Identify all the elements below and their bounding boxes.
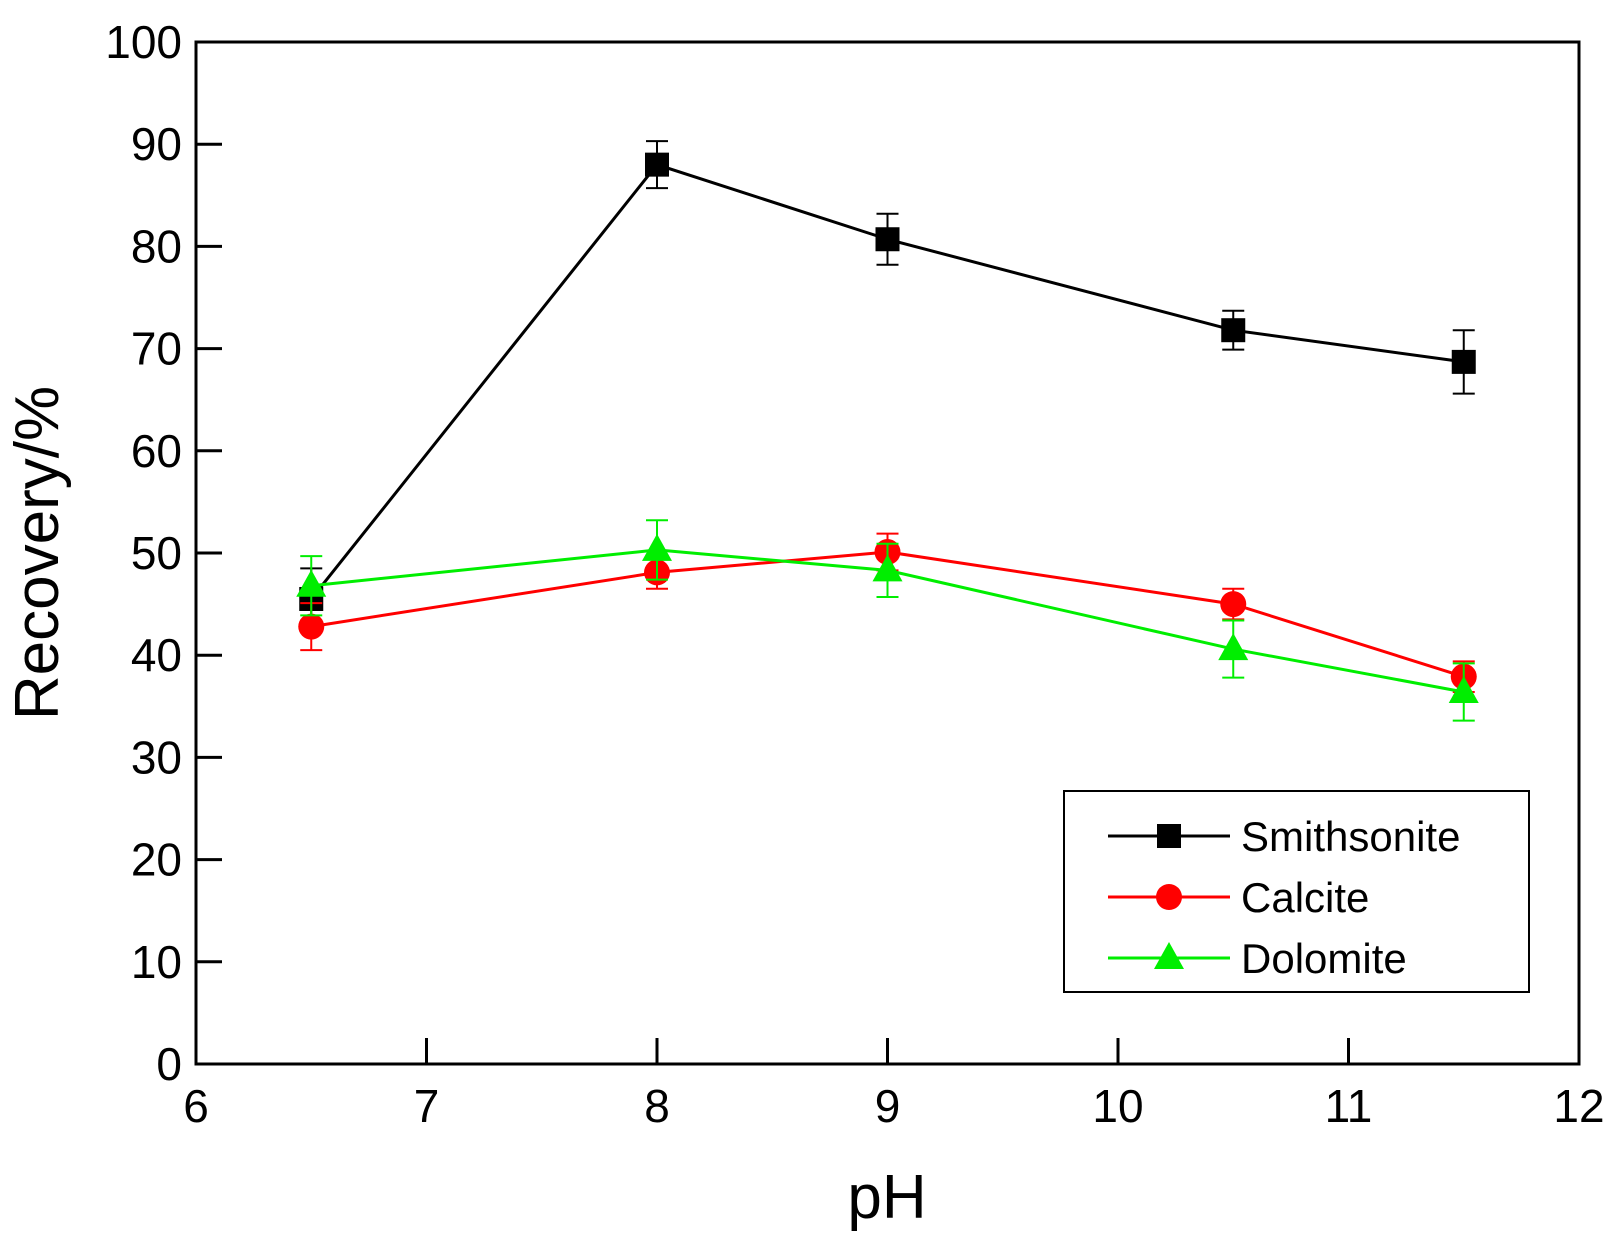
series-dolomite [296,519,1479,722]
y-tick-label: 30 [131,731,182,783]
y-axis-title: Recovery/% [3,386,72,720]
y-tick-label: 10 [131,936,182,988]
y-tick-label: 80 [131,220,182,272]
data-point-dolomite [296,569,327,597]
data-point-smithsonite [645,152,669,177]
legend-items: Smithsonite Calcite Dolomite [1108,813,1460,982]
x-tick-label: 12 [1553,1080,1604,1132]
data-point-smithsonite [1451,349,1476,374]
axes-layer: 6 7 8 9 10 11 12 0 10 20 30 40 50 60 70 80 90 100 [105,16,1604,1132]
y-tick-label: 0 [156,1038,182,1090]
x-tick-label: 6 [183,1080,209,1132]
x-tick-label: 11 [1325,1080,1373,1132]
data-point-dolomite [1448,675,1479,703]
legend-marker-calcite [1156,884,1182,910]
y-tick-label: 70 [131,323,182,375]
y-tick-label: 40 [131,629,182,681]
data-point-calcite [298,613,325,640]
data-point-dolomite [642,533,672,561]
x-tick-label: 8 [644,1080,670,1132]
x-tick-label: 10 [1092,1080,1143,1132]
legend: Smithsonite Calcite Dolomite [1063,790,1530,993]
legend-marker-dolomite [1154,942,1184,969]
series-layer [296,140,1479,722]
y-tick-label: 20 [131,834,182,886]
data-point-smithsonite [1221,318,1246,343]
data-point-calcite [1220,591,1247,618]
y-tick-label: 60 [131,425,182,477]
x-tick-label: 9 [875,1080,901,1132]
legend-label-dolomite: Dolomite [1241,935,1407,982]
x-tick-label: 7 [414,1080,440,1132]
x-axis-title: pH [847,1163,926,1232]
legend-label-smithsonite: Smithsonite [1241,813,1460,860]
y-tick-label: 100 [105,16,182,68]
y-tick-label: 50 [131,527,182,579]
data-point-smithsonite [875,227,900,252]
data-point-dolomite [872,554,903,582]
legend-label-calcite: Calcite [1241,874,1369,921]
legend-marker-smithsonite [1157,824,1181,848]
data-point-dolomite [1218,633,1249,661]
y-tick-label: 90 [131,118,182,170]
